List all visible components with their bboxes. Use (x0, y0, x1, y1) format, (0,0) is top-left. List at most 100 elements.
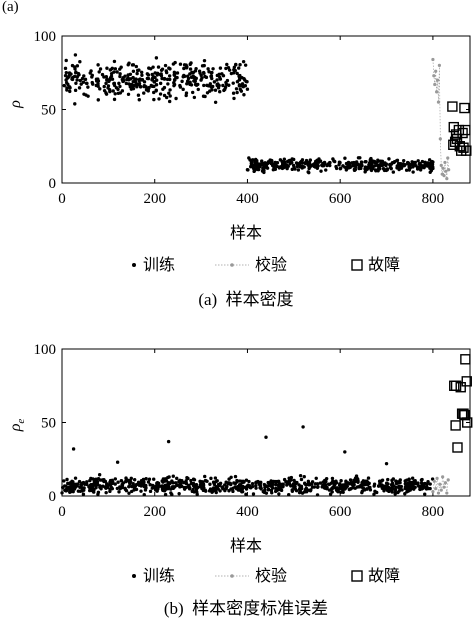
data-point (368, 485, 372, 490)
data-point (99, 487, 103, 491)
data-point-square (455, 382, 466, 393)
data-point (83, 77, 88, 82)
data-point (353, 486, 357, 490)
data-point (104, 81, 108, 86)
data-point (75, 78, 79, 82)
data-point (352, 168, 357, 173)
data-point (74, 81, 78, 86)
data-point (365, 165, 370, 169)
data-point (344, 161, 349, 166)
data-point (366, 476, 371, 480)
data-point (237, 74, 241, 78)
data-point (78, 485, 82, 489)
data-point (264, 164, 269, 169)
data-point (65, 488, 69, 492)
data-point (432, 479, 436, 483)
data-point (245, 80, 249, 84)
data-point (363, 160, 368, 164)
data-point (384, 481, 389, 485)
data-point (433, 82, 437, 87)
data-point (240, 480, 245, 485)
data-point (303, 481, 307, 485)
data-point (237, 66, 241, 70)
data-point (322, 484, 326, 488)
data-point (446, 478, 450, 482)
data-point (391, 170, 396, 174)
data-point (211, 84, 215, 89)
data-point (416, 159, 420, 163)
data-point (146, 76, 151, 81)
data-point (142, 91, 146, 95)
x-tick-label: 400 (236, 191, 259, 207)
data-point (168, 88, 172, 92)
data-point (215, 78, 219, 82)
data-point (395, 164, 399, 168)
data-point (258, 481, 263, 486)
data-point (242, 93, 246, 97)
series-line (432, 59, 449, 179)
data-point (182, 74, 186, 79)
data-point (143, 84, 147, 88)
data-point (293, 484, 297, 489)
data-point (408, 485, 413, 490)
data-point (116, 480, 120, 484)
data-point (134, 64, 139, 69)
data-point (436, 491, 441, 495)
data-point (89, 476, 93, 481)
data-point (150, 72, 154, 77)
data-point (239, 89, 244, 93)
data-point (213, 100, 218, 104)
data-point (425, 484, 429, 489)
data-point (349, 487, 353, 491)
data-point (70, 75, 75, 80)
data-point (131, 69, 136, 73)
data-point (326, 482, 331, 486)
data-point (121, 481, 126, 485)
data-point (73, 102, 77, 106)
data-point (126, 63, 130, 67)
data-point (360, 160, 364, 165)
data-point (240, 489, 245, 494)
data-point (442, 485, 446, 489)
data-point (90, 75, 94, 79)
data-point (194, 487, 199, 492)
data-point (405, 478, 409, 482)
series-dot (60, 425, 435, 497)
data-point (357, 165, 362, 170)
data-point (444, 169, 448, 173)
data-point (79, 482, 83, 487)
data-point (245, 484, 249, 488)
data-point (104, 490, 108, 495)
data-point (113, 477, 118, 481)
data-point (73, 67, 77, 71)
data-point (302, 490, 307, 494)
data-point (96, 492, 100, 496)
data-point (199, 480, 203, 484)
data-point (282, 157, 287, 161)
data-point (174, 75, 178, 80)
data-point (445, 176, 449, 181)
data-point (268, 482, 273, 486)
data-point (102, 479, 106, 484)
series-line (432, 476, 449, 494)
data-point (334, 164, 338, 169)
data-point-square (448, 139, 459, 150)
data-point (166, 82, 170, 86)
data-point (218, 481, 223, 486)
data-point (112, 70, 116, 74)
data-point (115, 486, 120, 491)
data-point (254, 486, 258, 490)
data-point (158, 92, 163, 96)
data-point (420, 159, 425, 164)
x-tick-label: 0 (58, 504, 66, 520)
data-point (110, 66, 114, 71)
data-point (373, 161, 378, 165)
data-point (190, 70, 194, 75)
data-point (112, 97, 117, 102)
data-point (298, 473, 303, 478)
data-point (215, 73, 220, 78)
data-point (195, 492, 199, 497)
data-point (407, 168, 412, 172)
data-point (281, 483, 285, 487)
